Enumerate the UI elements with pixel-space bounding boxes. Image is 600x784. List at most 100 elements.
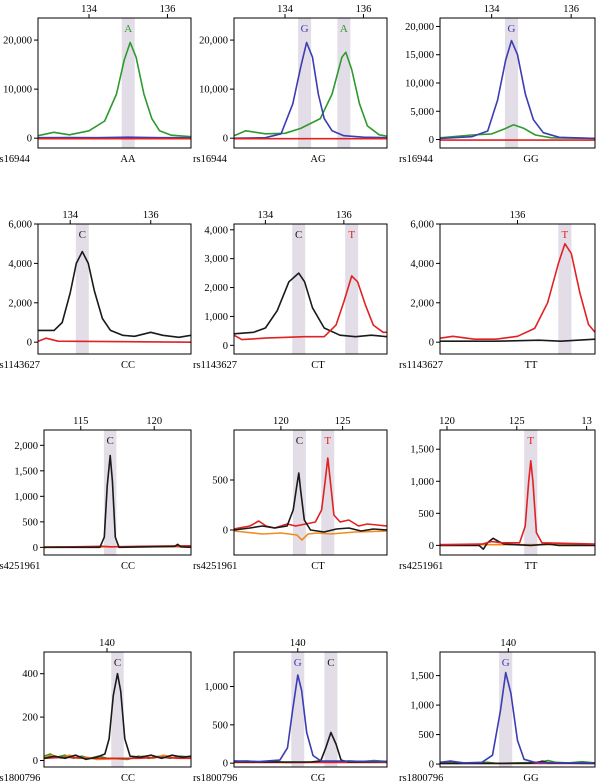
x-tick-label: 13 <box>581 416 592 427</box>
allele-highlight-band <box>558 224 572 354</box>
allele-highlight-band <box>292 430 306 555</box>
y-tick-label: 0 <box>429 541 434 552</box>
series-line <box>234 530 387 541</box>
x-tick-label: 134 <box>484 4 501 15</box>
x-tick-label: 134 <box>62 210 79 221</box>
allele-highlight-band <box>75 224 89 354</box>
allele-highlight-band <box>291 652 305 767</box>
x-tick-label: 134 <box>81 4 98 15</box>
allele-highlight-band <box>121 18 135 148</box>
allele-highlight-band <box>524 430 538 555</box>
allele-label: C <box>114 657 121 669</box>
x-tick-label: 120 <box>146 416 162 427</box>
x-tick-label: 120 <box>273 416 289 427</box>
allele-highlight-band <box>324 652 338 767</box>
allele-highlight-band <box>292 224 306 354</box>
snp-id-label: rs16944 <box>0 154 31 165</box>
allele-label: A <box>124 23 132 35</box>
series-line <box>440 338 595 342</box>
x-tick-label: 134 <box>258 210 275 221</box>
series-line <box>234 457 387 530</box>
series-line <box>38 136 191 139</box>
allele-highlight-band <box>345 224 359 354</box>
allele-highlight-band <box>321 430 335 555</box>
y-tick-label: 1,000 <box>14 492 38 503</box>
y-tick-label: 2,000 <box>410 298 434 309</box>
series-line <box>440 39 595 140</box>
series-line <box>234 272 387 338</box>
y-tick-label: 500 <box>22 517 38 528</box>
genotype-label: TT <box>525 360 538 371</box>
y-tick-label: 20,000 <box>199 36 228 47</box>
x-tick-label: 136 <box>563 4 579 15</box>
snp-id-label: rs4251961 <box>399 561 443 572</box>
y-tick-label: 6,000 <box>8 220 32 231</box>
snp-id-label: rs1143627 <box>399 360 443 371</box>
genotype-label: TT <box>525 561 538 572</box>
y-tick-label: 0 <box>223 759 228 770</box>
allele-highlight-band <box>337 18 351 148</box>
y-tick-label: 6,000 <box>410 220 434 231</box>
x-tick-label: 120 <box>439 416 455 427</box>
y-tick-label: 0 <box>33 756 38 767</box>
series-line <box>440 537 595 550</box>
plot-frame <box>43 429 192 556</box>
genotype-label: CG <box>311 773 326 784</box>
snp-id-label: rs4251961 <box>0 561 40 572</box>
plot-frame <box>439 651 596 768</box>
y-tick-label: 1,000 <box>410 701 434 712</box>
allele-highlight-band <box>298 18 312 148</box>
allele-label: T <box>561 229 568 241</box>
snp-id-label: rs1143627 <box>193 360 237 371</box>
y-tick-label: 2,000 <box>8 298 32 309</box>
x-tick-label: 134 <box>277 4 294 15</box>
y-tick-label: 0 <box>223 134 228 145</box>
series-line <box>44 756 191 760</box>
y-tick-label: 10,000 <box>199 85 228 96</box>
series-line <box>440 671 595 764</box>
y-tick-label: 10,000 <box>3 85 32 96</box>
snp-id-label: rs1800796 <box>193 773 237 784</box>
y-tick-label: 0 <box>27 134 32 145</box>
y-tick-label: 0 <box>33 543 38 554</box>
series-line <box>234 51 387 137</box>
x-tick-label: 140 <box>500 638 516 649</box>
genotype-label: CC <box>121 360 135 371</box>
allele-label: T <box>324 435 331 447</box>
allele-label: G <box>301 23 309 35</box>
allele-highlight-band <box>103 430 117 555</box>
allele-label: A <box>340 23 348 35</box>
series-line <box>38 250 191 339</box>
genotype-label: CT <box>311 360 325 371</box>
plot-frame <box>37 17 192 149</box>
y-tick-label: 4,000 <box>410 259 434 270</box>
genotype-label: GG <box>523 773 539 784</box>
series-line <box>38 41 191 138</box>
y-tick-label: 400 <box>22 669 38 680</box>
snp-id-label: rs4251961 <box>193 561 237 572</box>
snp-id-label: rs16944 <box>193 154 228 165</box>
series-line <box>234 472 387 533</box>
allele-label: G <box>294 657 302 669</box>
x-tick-label: 136 <box>143 210 159 221</box>
genotype-label: GG <box>523 154 539 165</box>
genotype-label: CC <box>121 773 135 784</box>
y-tick-label: 1,000 <box>204 682 228 693</box>
plot-frame <box>233 429 388 556</box>
allele-label: T <box>527 435 534 447</box>
series-line <box>440 460 595 546</box>
plot-frame <box>439 223 596 355</box>
snp-id-label: rs1800796 <box>399 773 443 784</box>
y-tick-label: 5,000 <box>410 107 434 118</box>
x-tick-label: 140 <box>290 638 306 649</box>
y-tick-label: 2,000 <box>204 283 228 294</box>
genotype-label: CC <box>121 561 135 572</box>
y-tick-label: 0 <box>429 135 434 146</box>
series-line <box>234 41 387 139</box>
y-tick-label: 500 <box>418 509 434 520</box>
